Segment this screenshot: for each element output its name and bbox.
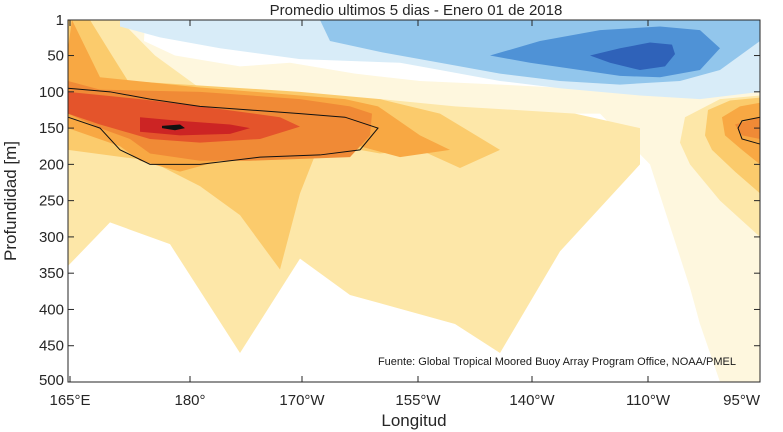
y-tick-label: 200 (39, 156, 64, 173)
contour-region-neg_3-16 (590, 42, 675, 71)
y-tick-label: 400 (39, 301, 64, 318)
y-tick-label: 300 (39, 229, 64, 246)
x-tick-label: 170°W (279, 392, 325, 409)
y-tick-label: 350 (39, 265, 64, 282)
contour-region-pos_7-7 (162, 124, 185, 131)
y-tick-label: 50 (47, 48, 64, 65)
contour-line-0 (67, 87, 379, 165)
filled-contour-layer (68, 20, 760, 382)
x-tick-label: 155°W (395, 392, 441, 409)
chart-title: Promedio ultimos 5 dias - Enero 01 de 20… (270, 2, 563, 19)
x-tick-label: 180° (174, 392, 205, 409)
y-tick-label: 500 (39, 372, 64, 389)
y-tick-label: 450 (39, 338, 64, 355)
y-tick-label: 250 (39, 193, 64, 210)
y-axis-label: Profundidad [m] (1, 141, 20, 261)
contour-line-layer (67, 87, 761, 165)
source-annotation: Fuente: Global Tropical Moored Buoy Arra… (378, 356, 736, 368)
contour-line-1 (737, 116, 761, 145)
y-tick-label: 1 (56, 12, 64, 29)
x-tick-label: 110°W (626, 392, 671, 409)
plot-area: Fuente: Global Tropical Moored Buoy Arra… (67, 19, 761, 383)
contour-region-pos_0-0 (68, 20, 760, 382)
y-tick-label: 150 (39, 120, 64, 137)
contour-region-pos_6-6 (140, 117, 250, 136)
x-tick-label: 165°E (49, 392, 90, 409)
x-axis-label: Longitud (381, 411, 446, 430)
x-tick-label: 140°W (509, 392, 555, 409)
x-tick-label: 95°W (723, 392, 761, 409)
y-tick-label: 100 (39, 84, 64, 101)
x-axis: 165°E 180° 170°W 155°W 140°W 110°W 95°W (49, 20, 761, 409)
